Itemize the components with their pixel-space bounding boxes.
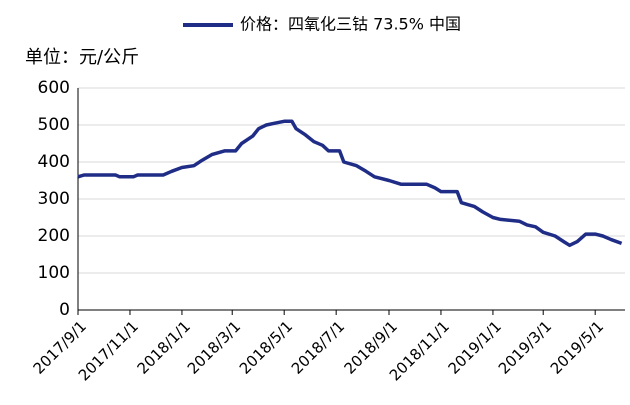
x-tick-label: 2019/3/1 [495,317,555,377]
unit-label: 单位：元/公斤 [25,47,139,68]
x-tick-label: 2018/5/1 [236,317,296,377]
x-tick-label: 2018/3/1 [184,317,244,377]
x-tick-label: 2019/1/1 [445,317,505,377]
y-tick-label: 300 [38,189,70,209]
x-tick-label: 2018/1/1 [134,317,194,377]
legend-label: 价格：四氧化三钴 73.5% 中国 [240,15,461,34]
y-tick-label: 200 [38,226,70,246]
x-tick-label: 2018/7/1 [288,317,348,377]
y-tick-label: 500 [38,115,70,135]
y-tick-label: 400 [38,152,70,172]
y-tick-label: 600 [38,78,70,98]
x-tick-label: 2019/5/1 [547,317,607,377]
price-line [77,119,623,248]
y-tick-label: 100 [38,263,70,283]
y-tick-label: 0 [59,300,70,320]
